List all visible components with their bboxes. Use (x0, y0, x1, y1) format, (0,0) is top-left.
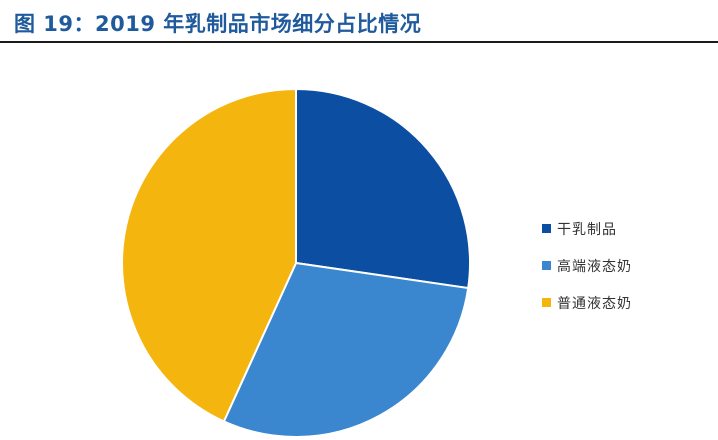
legend-swatch (542, 298, 551, 307)
figure-title: 图 19：2019 年乳制品市场细分占比情况 (14, 12, 422, 36)
legend-swatch (542, 261, 551, 270)
legend-swatch (542, 224, 551, 233)
pie-slice-2 (222, 261, 470, 438)
legend-label: 普通液态奶 (557, 295, 632, 312)
legend-item-3: 普通液态奶 (542, 293, 632, 312)
pie-slice-1 (295, 87, 471, 290)
legend-item-2: 高端液态奶 (542, 256, 632, 275)
legend-label: 高端液态奶 (557, 258, 632, 275)
title-divider (0, 41, 718, 43)
pie-slice-3 (121, 87, 297, 423)
legend-item-1: 干乳制品 (542, 219, 632, 238)
chart-legend: 干乳制品高端液态奶普通液态奶 (542, 219, 632, 330)
legend-label: 干乳制品 (557, 221, 617, 238)
